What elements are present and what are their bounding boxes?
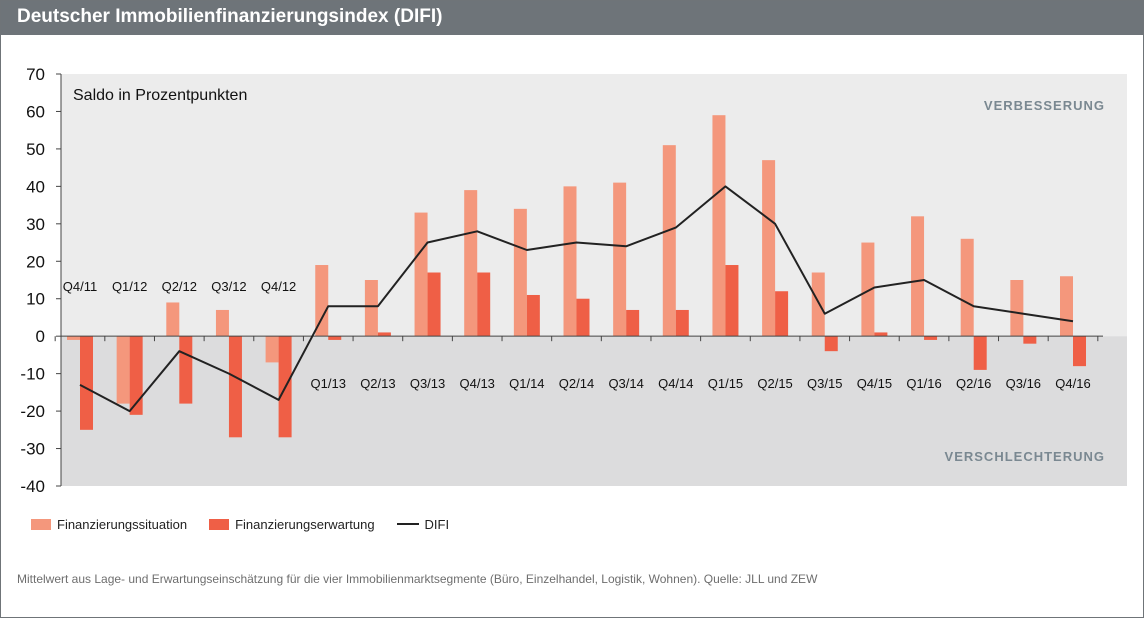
bar-finanzierungssituation [414,212,428,337]
x-tick-label: Q4/11 [63,279,97,294]
legend-line-swatch [396,523,419,525]
y-tick-label: 0 [36,327,45,346]
x-tick-label: Q4/15 [857,376,892,391]
bar-finanzierungssituation [911,216,925,337]
bar-finanzierungssituation [563,186,577,337]
bar-finanzierungserwartung [874,332,888,337]
title-bar: Deutscher Immobilienfinanzierungsindex (… [1,1,1143,35]
bar-finanzierungserwartung [973,336,987,370]
bar-finanzierungssituation [762,160,776,337]
bar-finanzierungserwartung [626,309,640,337]
difi-line [79,185,1074,413]
bar-finanzierungserwartung [80,336,93,430]
y-tick-label: -40 [20,477,45,496]
bar-finanzierungserwartung [1023,336,1037,344]
x-tick-label: Q4/16 [1055,376,1090,391]
bar-finanzierungssituation [116,336,130,404]
bar-finanzierungssituation [364,280,378,337]
bar-finanzierungssituation [215,309,229,337]
x-tick-label: Q2/13 [360,376,395,391]
bar-finanzierungssituation [513,208,527,337]
bar-finanzierungserwartung [129,336,143,415]
legend-item-difi: DIFI [396,516,450,532]
y-tick-label: -20 [20,402,45,421]
bar-finanzierungserwartung [526,294,540,337]
legend: Finanzierungssituation Finanzierungserwa… [31,515,471,533]
bar-finanzierungserwartung [924,336,938,340]
bar-finanzierungssituation [662,145,676,337]
y-tick-label: 40 [26,177,45,196]
x-tick-label: Q1/14 [509,376,544,391]
legend-swatch [31,518,51,530]
bar-finanzierungssituation [315,265,329,337]
bar-finanzierungserwartung [775,291,789,337]
bar-finanzierungserwartung [377,332,391,337]
y-tick-label: 20 [26,252,45,271]
x-tick-label: Q2/12 [162,279,197,294]
x-tick-label: Q3/13 [410,376,445,391]
x-tick-label: Q3/12 [211,279,246,294]
x-tick-label: Q2/15 [757,376,792,391]
x-tick-label: Q1/16 [906,376,941,391]
bar-finanzierungserwartung [477,272,491,337]
x-tick-label: Q3/15 [807,376,842,391]
y-tick-label: -30 [20,440,45,459]
bar-finanzierungssituation [960,238,974,337]
x-tick-label: Q2/16 [956,376,991,391]
bar-finanzierungssituation [1060,276,1073,337]
legend-label: Finanzierungssituation [57,516,188,532]
x-tick-label: Q3/16 [1006,376,1041,391]
bar-finanzierungserwartung [179,336,193,404]
bar-finanzierungserwartung [328,336,342,340]
x-tick-label: Q2/14 [559,376,594,391]
y-tick-label: -10 [20,365,45,384]
bar-finanzierungssituation [811,272,825,337]
bar-finanzierungssituation [166,302,180,337]
bar-finanzierungserwartung [576,298,590,337]
x-tick-label: Q1/12 [112,279,147,294]
y-tick-label: 70 [26,65,45,84]
bar-finanzierungssituation [861,242,875,337]
x-tick-label: Q4/13 [459,376,494,391]
legend-label: DIFI [424,516,450,532]
bar-finanzierungserwartung [228,336,242,438]
annotation-verbesserung: VERBESSERUNG [984,98,1105,113]
y-tick-label: 50 [26,140,45,159]
bar-finanzierungssituation [712,115,726,337]
legend-label: Finanzierungserwartung [235,516,375,532]
bar-finanzierungssituation [265,336,279,363]
bar-finanzierungssituation [464,190,478,337]
legend-item-finanzierungssituation: Finanzierungssituation [31,517,187,532]
bar-finanzierungssituation [1010,280,1024,337]
bar-finanzierungserwartung [675,309,689,337]
y-tick-label: 10 [26,290,45,309]
legend-item-finanzierungserwartung: Finanzierungserwartung [209,516,375,532]
bar-finanzierungserwartung [824,336,838,352]
chart-title: Deutscher Immobilienfinanzierungsindex (… [17,6,443,27]
x-tick-label: Q3/14 [608,376,643,391]
bar-finanzierungserwartung [427,272,441,337]
y-tick-label: 30 [26,215,45,234]
x-tick-label: Q4/12 [261,279,296,294]
legend-swatch [209,518,230,530]
bar-finanzierungserwartung [1073,336,1086,367]
y-tick-label: 60 [26,102,45,121]
bar-finanzierungssituation [67,336,80,340]
footnote: Mittelwert aus Lage- und Erwartungseinsc… [17,572,818,586]
y-axis-label: Saldo in Prozentpunkten [73,87,247,104]
x-tick-label: Q4/14 [658,376,693,391]
bar-finanzierungssituation [613,182,627,337]
annotation-verschlechterung: VERSCHLECHTERUNG [945,449,1105,464]
x-tick-label: Q1/13 [311,376,346,391]
x-tick-label: Q1/15 [708,376,743,391]
bar-finanzierungserwartung [725,265,739,337]
